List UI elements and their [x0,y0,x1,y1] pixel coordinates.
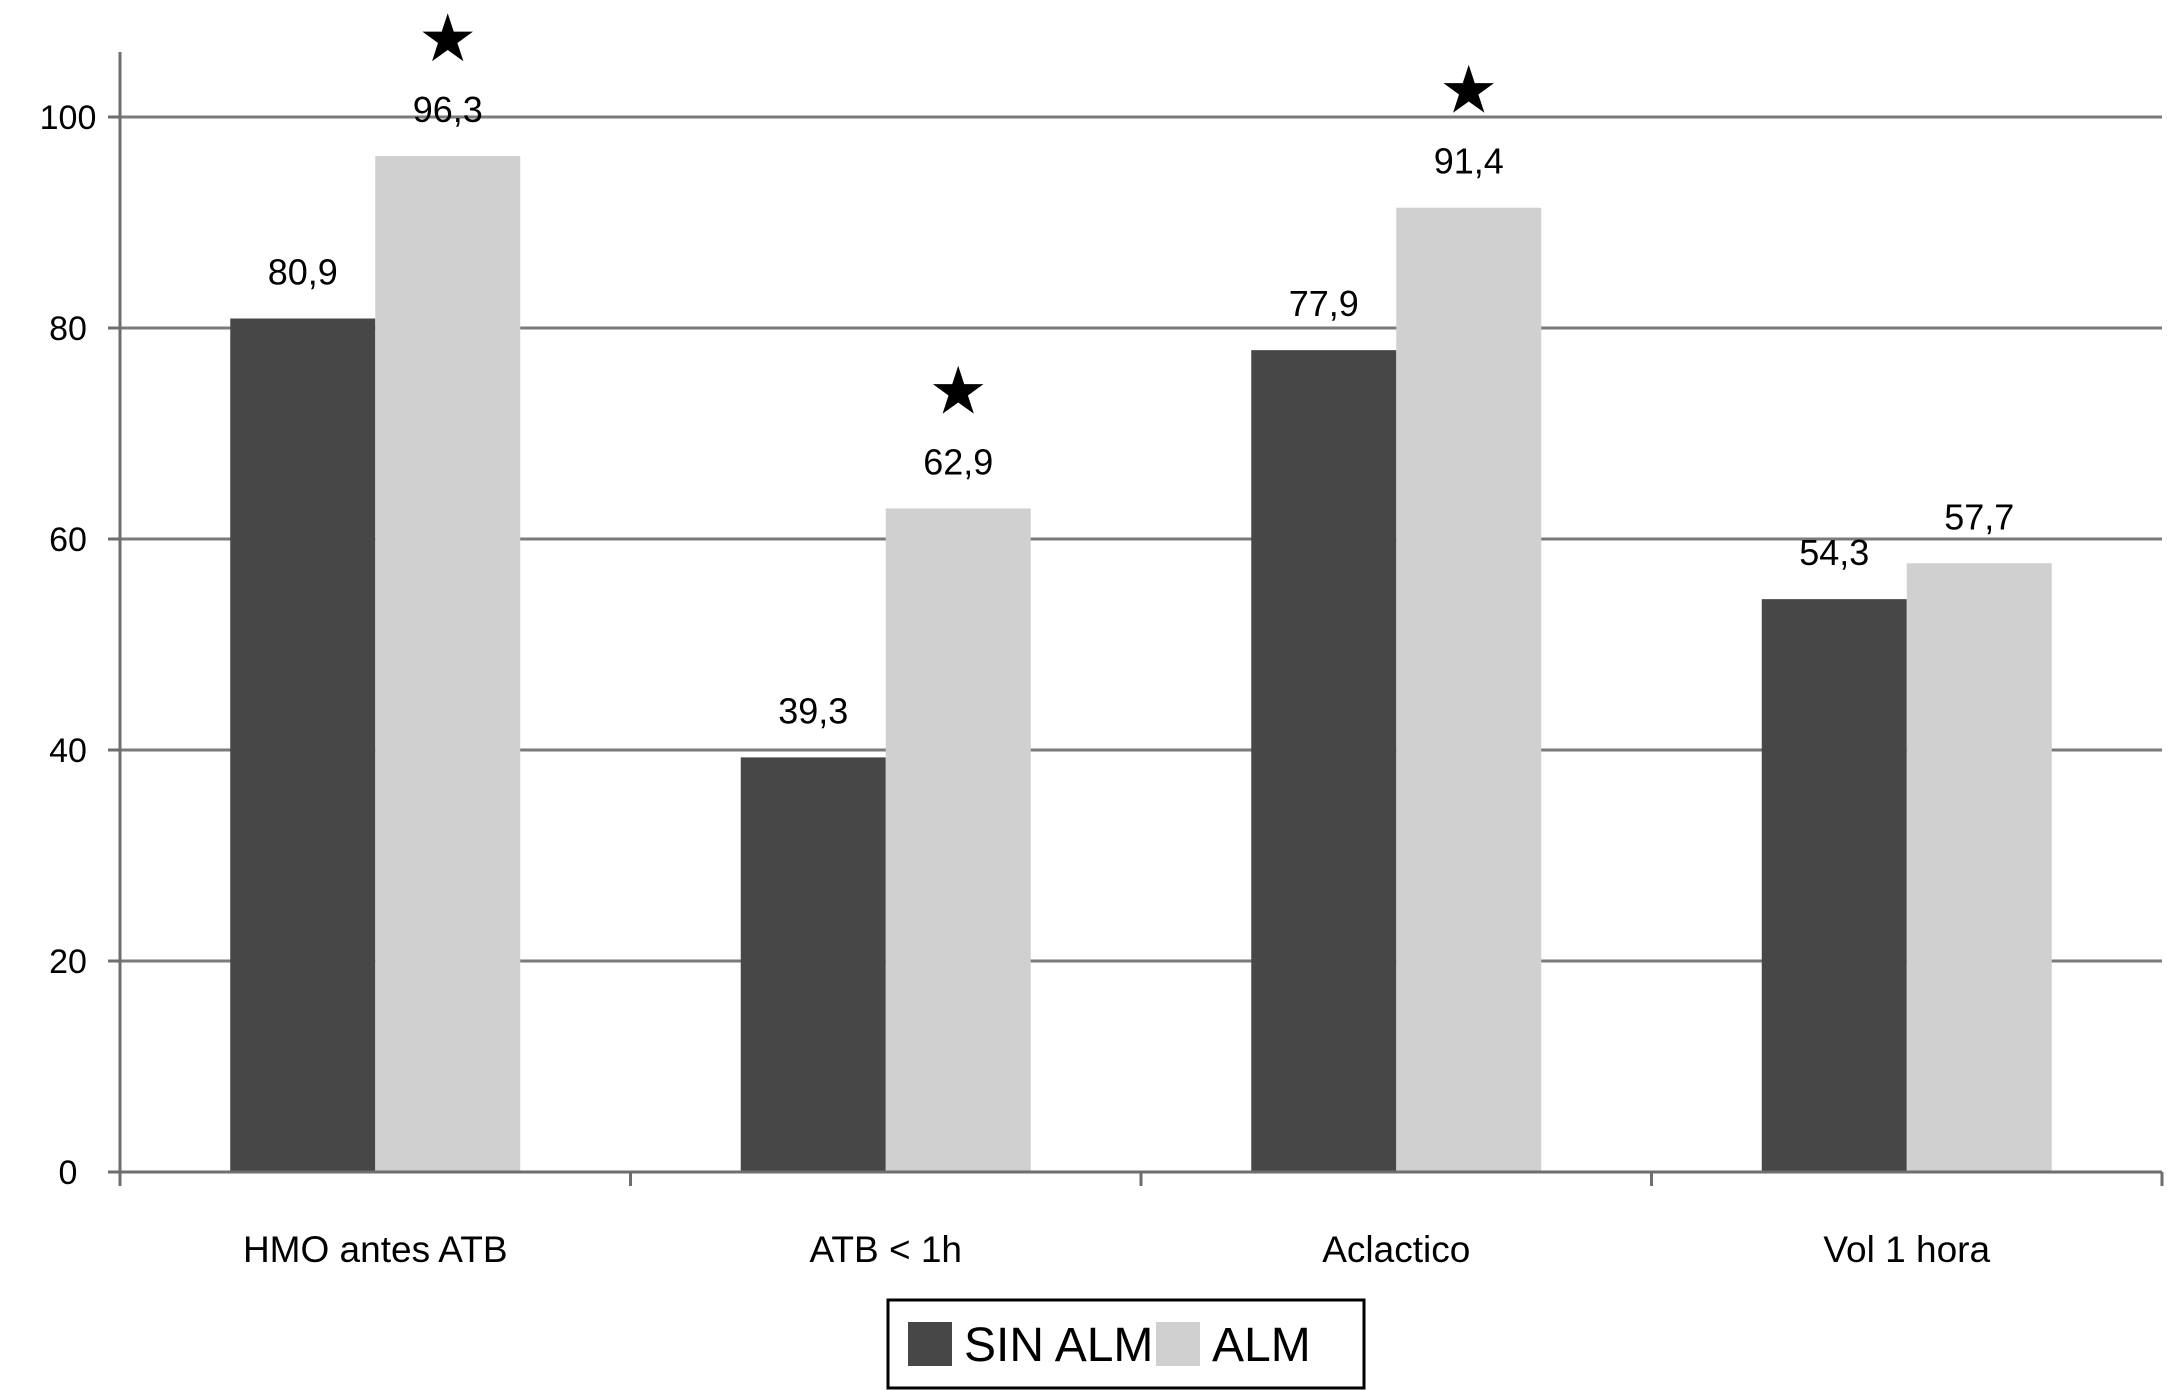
y-tick-label-80: 80 [49,310,87,348]
y-tick-label-100: 100 [40,99,97,137]
legend-swatch-sin-alm [908,1322,952,1366]
legend: SIN ALM ALM [886,1298,1366,1390]
data-label-sin-alm-3: 54,3 [1799,532,1869,573]
data-label-sin-alm-2: 77,9 [1289,283,1359,324]
legend-label-alm: ALM [1212,1319,1311,1372]
y-tick-label-60: 60 [49,521,87,559]
significance-star-icon-0: ★ [418,0,477,77]
data-label-sin-alm-0: 80,9 [268,252,338,293]
significance-star-icon-2: ★ [1439,52,1498,129]
bar-sin-alm-2 [1251,350,1397,1172]
y-tick-label-20: 20 [49,943,87,981]
axes [108,52,2164,1186]
bar-sin-alm-1 [740,757,886,1172]
bar-alm-2 [1396,207,1542,1173]
bar-alm-1 [885,508,1031,1172]
data-label-alm-3: 57,7 [1944,496,2014,537]
category-label-0: HMO antes ATB [243,1229,508,1270]
bar-sin-alm-0 [230,318,376,1172]
labels: 0 20 40 60 80 100 80,9 96,3 ★ HMO antes ATB 39,3 62… [40,0,2015,1270]
legend-label-sin-alm: SIN ALM [964,1319,1153,1372]
bar-alm-0 [375,156,521,1172]
legend-box [886,1298,1366,1390]
category-label-3: Vol 1 hora [1823,1229,1990,1270]
legend-swatch-alm [1156,1322,1200,1366]
y-tick-label-40: 40 [49,732,87,770]
bar-sin-alm-3 [1761,599,1907,1172]
data-label-alm-1: 62,9 [923,441,993,482]
category-label-1: ATB < 1h [809,1229,962,1270]
data-label-sin-alm-1: 39,3 [778,690,848,731]
y-tick-label-0: 0 [59,1154,78,1192]
bar-alm-3 [1906,563,2052,1172]
category-label-2: Aclactico [1322,1229,1470,1270]
significance-star-icon-1: ★ [929,352,988,429]
data-label-alm-0: 96,3 [413,89,483,130]
bars [230,156,2052,1173]
data-label-alm-2: 91,4 [1434,141,1504,182]
